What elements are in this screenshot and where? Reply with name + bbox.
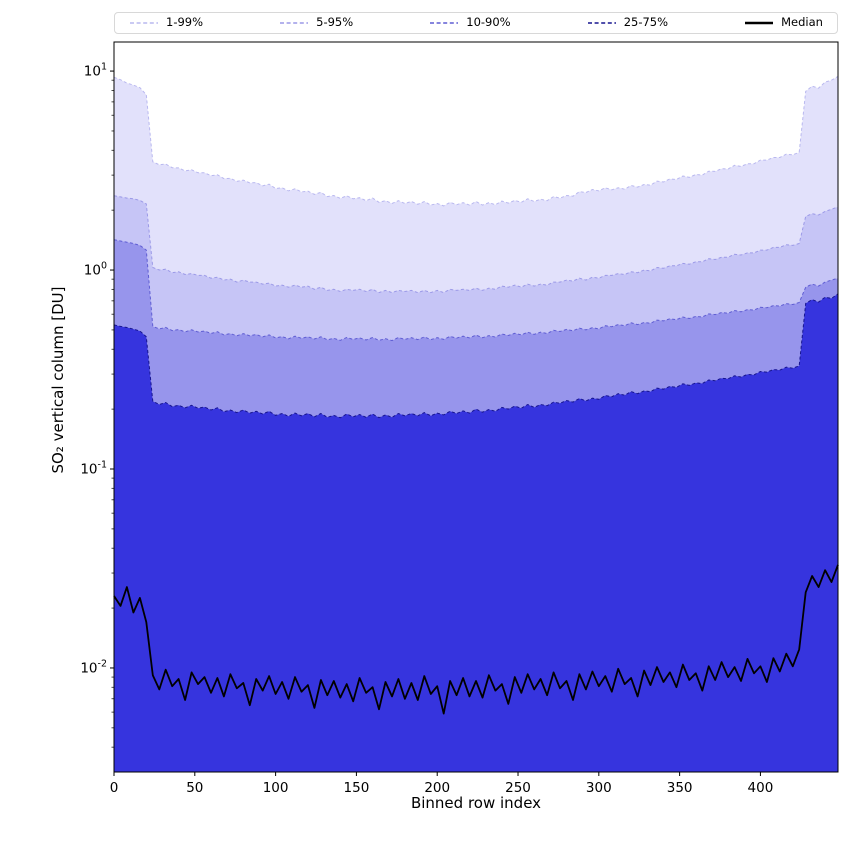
legend-item-label: 1-99%	[166, 15, 204, 30]
legend-line-sample-icon	[130, 22, 158, 24]
median-line	[113, 564, 839, 715]
x-tick-label: 100	[263, 780, 289, 796]
plot-frame	[113, 41, 839, 773]
legend-item-label: 5-95%	[316, 15, 354, 30]
x-tick-label: 50	[186, 780, 203, 796]
x-tick-label: 150	[344, 780, 370, 796]
x-tick-label: 250	[505, 780, 531, 796]
x-tick-label: 200	[424, 780, 450, 796]
legend-line-sample-icon	[430, 22, 459, 24]
legend-line-sample-icon	[745, 21, 774, 25]
y-tick-label: 100	[84, 261, 107, 279]
legend-item-1-99: 1-99%	[129, 17, 203, 29]
x-tick-label: 350	[667, 780, 693, 796]
x-tick-label: 300	[586, 780, 612, 796]
y-axis-label: SO₂ vertical column [DU]	[49, 286, 67, 474]
legend-item-label: 10-90%	[466, 15, 511, 30]
x-axis: 0 50 100 150 200 250 300 350 400	[110, 772, 774, 796]
x-tick-label: 400	[748, 780, 774, 796]
legend-item-5-95: 5-95%	[279, 17, 353, 29]
legend-line-sample-icon	[587, 22, 616, 24]
x-axis-label: Binned row index	[410, 794, 542, 812]
y-tick-label: 10-1	[80, 460, 107, 478]
legend-item-label: 25-75%	[623, 15, 669, 30]
legend-item-25-75: 25-75%	[587, 17, 668, 29]
legend-item-10-90: 10-90%	[429, 15, 511, 30]
chart-legend: 1-99% 5-95% 10-90% 25-75% Median	[114, 12, 838, 34]
x-tick-label: 0	[110, 780, 119, 796]
y-axis: 101 100 10-1 10-2	[80, 62, 114, 748]
y-tick-label: 10-2	[80, 658, 107, 676]
y-tick-label: 101	[84, 62, 107, 80]
legend-item-label: Median	[781, 15, 823, 30]
legend-item-median: Median	[744, 17, 823, 29]
legend-line-sample-icon	[280, 22, 309, 24]
